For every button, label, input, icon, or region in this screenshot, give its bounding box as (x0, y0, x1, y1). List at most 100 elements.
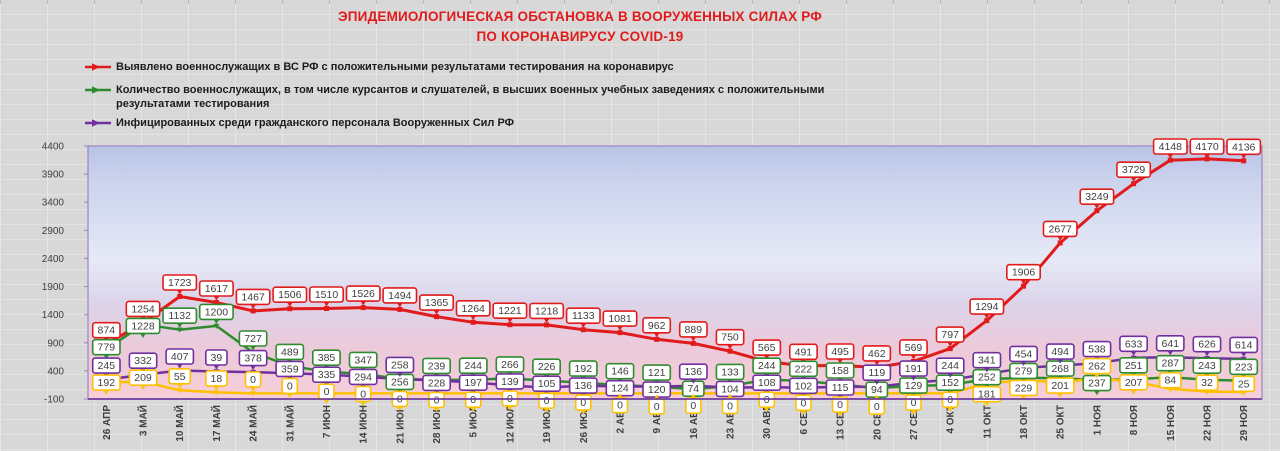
data-label: 294 (354, 371, 372, 383)
data-label: 223 (1235, 361, 1253, 373)
data-label-box (1082, 357, 1112, 375)
data-label-box (1155, 335, 1185, 352)
data-label-box (311, 349, 341, 366)
data-label-box (348, 368, 378, 386)
x-axis-label: 20 СЕН (872, 405, 883, 440)
data-label-box (788, 343, 818, 361)
data-label-box (1158, 371, 1182, 389)
y-axis-label: 2400 (42, 254, 65, 265)
point-marker (507, 322, 513, 328)
x-axis-label: 7 ИЮН (322, 405, 333, 438)
data-label: 1365 (425, 297, 449, 309)
point-marker (360, 305, 366, 311)
data-label-box (1009, 345, 1039, 363)
data-label-box (529, 302, 565, 320)
data-label: 332 (134, 355, 152, 367)
data-label-box (235, 288, 271, 306)
data-label-box (205, 370, 228, 387)
data-label: 279 (1015, 365, 1033, 377)
data-label-box (91, 338, 121, 356)
data-label: 209 (134, 372, 152, 384)
legend-item-military-positive: Выявлено военнослужащих в ВС РФ с положи… (85, 60, 875, 74)
data-label-box (422, 374, 451, 392)
y-axis-label: 900 (47, 338, 64, 349)
y-axis-label: 4400 (42, 142, 65, 153)
data-label-box (788, 377, 818, 395)
data-label-box (345, 285, 381, 302)
point-marker (287, 306, 293, 312)
x-axis-label: 26 ИЮЛ (579, 405, 590, 443)
x-axis-label: 21 ИЮН (395, 405, 406, 444)
data-label: 0 (911, 397, 917, 409)
data-label: 1526 (352, 288, 376, 300)
data-label-box (565, 307, 601, 324)
data-label: 120 (648, 384, 666, 396)
data-label-box (602, 310, 638, 327)
x-axis-label: 26 АПР (102, 405, 113, 440)
data-label-box (128, 369, 158, 386)
legend-label: Инфицированных среди гражданского персон… (116, 117, 515, 129)
point-marker (727, 348, 733, 354)
x-axis-label: 13 СЕН (836, 405, 847, 440)
data-label: 341 (978, 355, 996, 367)
data-label-box (125, 300, 161, 318)
data-label: 0 (837, 399, 843, 411)
data-label-box (162, 307, 198, 324)
data-label-box (862, 345, 892, 362)
data-label-box (1152, 138, 1188, 155)
data-label-box (568, 377, 598, 394)
data-label: 0 (434, 394, 440, 406)
data-label: 121 (648, 367, 666, 379)
data-label: 251 (1125, 360, 1143, 372)
data-label: 797 (941, 329, 959, 341)
data-label: 0 (800, 397, 806, 409)
data-label: 626 (1198, 339, 1216, 351)
green-series-marker-icon (85, 85, 111, 95)
data-label-box (455, 300, 491, 317)
series-line-military-positive (105, 157, 1244, 369)
data-label-box (458, 374, 488, 391)
data-label-box (385, 356, 415, 374)
x-axis-label: 4 ОКТ (946, 405, 957, 434)
data-label-box (715, 328, 745, 346)
data-label: 244 (758, 360, 776, 372)
y-axis-label: 2900 (42, 226, 65, 237)
data-label: 385 (318, 352, 336, 364)
data-label: 129 (905, 380, 923, 392)
data-label: 1132 (168, 310, 191, 322)
data-label: 152 (941, 377, 959, 389)
data-label: 0 (654, 401, 660, 413)
data-label: 378 (244, 353, 262, 365)
data-label: 124 (611, 383, 629, 395)
data-label: 1723 (168, 277, 192, 289)
data-label: 4148 (1159, 141, 1183, 153)
data-label-box (275, 343, 305, 361)
point-marker (947, 346, 953, 352)
data-label-box (281, 377, 299, 395)
data-label-box (825, 379, 855, 396)
data-label-box (275, 360, 305, 378)
point-marker (176, 388, 183, 394)
data-label-box (715, 363, 745, 381)
data-label: 538 (1088, 344, 1106, 356)
data-label: 1294 (975, 301, 999, 313)
data-label: 0 (764, 394, 770, 406)
data-label-box (238, 349, 268, 367)
data-label-box (272, 286, 308, 303)
data-label-box (862, 364, 892, 381)
data-label-box (1082, 340, 1112, 358)
y-axis-label: -100 (44, 395, 64, 406)
data-label: 207 (1125, 377, 1143, 389)
data-label-box (1045, 343, 1075, 360)
data-label: 0 (360, 388, 366, 400)
data-label: 201 (1051, 380, 1069, 392)
data-label-box (91, 321, 121, 339)
data-label: 494 (1051, 346, 1069, 358)
x-axis-label: 22 НОЯ (1203, 405, 1214, 441)
data-label-box (825, 362, 855, 379)
data-label: 268 (1051, 363, 1069, 375)
data-label-box (642, 364, 672, 381)
data-label: 266 (501, 359, 519, 371)
y-axis-label: 3900 (42, 170, 65, 181)
data-label: 1254 (131, 303, 155, 315)
